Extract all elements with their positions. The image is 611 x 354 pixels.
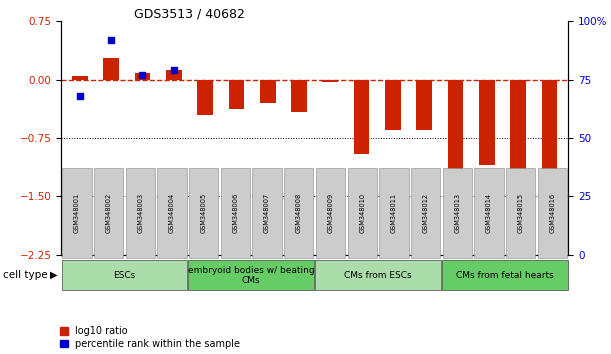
- Point: [326, 170, 335, 176]
- Text: GDS3513 / 40682: GDS3513 / 40682: [134, 7, 245, 20]
- Text: GSM348016: GSM348016: [549, 193, 555, 233]
- Point: [482, 238, 492, 244]
- Text: GSM348013: GSM348013: [455, 193, 460, 233]
- Point: [137, 72, 147, 78]
- Point: [294, 224, 304, 230]
- Bar: [417, 80, 432, 130]
- Legend: log10 ratio, percentile rank within the sample: log10 ratio, percentile rank within the …: [60, 326, 240, 349]
- Text: GSM348007: GSM348007: [264, 193, 270, 233]
- Text: GSM348011: GSM348011: [391, 193, 397, 233]
- Text: CMs from fetal hearts: CMs from fetal hearts: [456, 271, 554, 280]
- Bar: [260, 80, 276, 103]
- Bar: [72, 76, 88, 80]
- Point: [451, 240, 461, 246]
- Point: [544, 238, 554, 244]
- Point: [357, 240, 367, 246]
- Text: ESCs: ESCs: [114, 271, 136, 280]
- Text: GSM348003: GSM348003: [137, 193, 144, 233]
- Bar: [103, 58, 119, 80]
- Point: [106, 37, 116, 43]
- Bar: [510, 80, 526, 189]
- Text: GSM348015: GSM348015: [518, 193, 524, 233]
- Bar: [197, 80, 213, 115]
- Bar: [323, 80, 338, 82]
- Bar: [385, 80, 401, 130]
- Point: [419, 236, 429, 241]
- Text: GSM348009: GSM348009: [327, 193, 334, 233]
- Point: [232, 233, 241, 239]
- Text: embryoid bodies w/ beating
CMs: embryoid bodies w/ beating CMs: [188, 266, 315, 285]
- Text: GSM348012: GSM348012: [423, 193, 428, 233]
- Text: GSM348004: GSM348004: [169, 193, 175, 233]
- Bar: [479, 80, 495, 165]
- Bar: [291, 80, 307, 112]
- Text: GSM348006: GSM348006: [232, 193, 238, 233]
- Text: cell type: cell type: [3, 270, 48, 280]
- Point: [263, 229, 273, 234]
- Text: GSM348014: GSM348014: [486, 193, 492, 233]
- Point: [388, 236, 398, 241]
- Text: GSM348002: GSM348002: [106, 193, 112, 233]
- Bar: [166, 69, 181, 80]
- Text: GSM348001: GSM348001: [74, 193, 80, 233]
- Point: [169, 68, 178, 73]
- Text: GSM348008: GSM348008: [296, 193, 302, 233]
- Point: [75, 93, 85, 99]
- Bar: [229, 80, 244, 109]
- Point: [200, 240, 210, 246]
- Bar: [134, 73, 150, 80]
- Text: GSM348010: GSM348010: [359, 193, 365, 233]
- Bar: [448, 80, 463, 208]
- Text: ▶: ▶: [50, 270, 57, 280]
- Bar: [541, 80, 557, 169]
- Text: CMs from ESCs: CMs from ESCs: [344, 271, 412, 280]
- Bar: [354, 80, 370, 154]
- Text: GSM348005: GSM348005: [201, 193, 207, 233]
- Point: [513, 238, 523, 244]
